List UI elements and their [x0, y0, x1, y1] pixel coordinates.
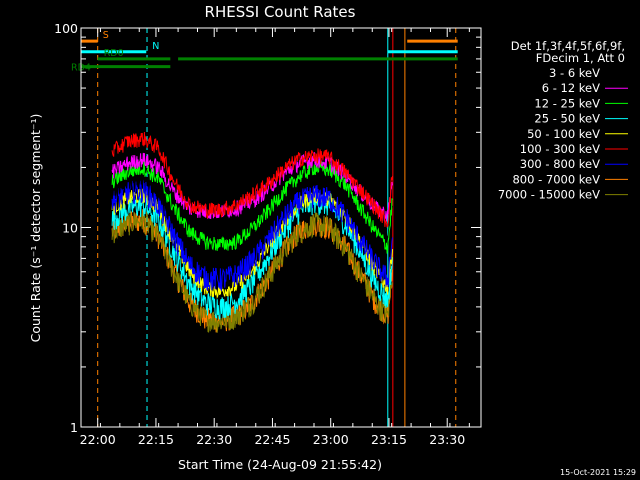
x-tick-label: 23:30 [429, 432, 465, 447]
legend-entry-label: 100 - 300 keV [520, 142, 600, 156]
legend: Det 1f,3f,4f,5f,6f,9f,FDecim 1, Att 03 -… [498, 39, 628, 202]
flag-label-n: N [152, 41, 159, 52]
legend-entry-label: 300 - 800 keV [520, 157, 600, 171]
legend-header-line: FDecim 1, Att 0 [536, 51, 625, 65]
y-tick-label: 10 [62, 221, 78, 236]
series-line-7000-15000-kev [111, 209, 393, 333]
legend-entry-label: 7000 - 15000 keV [498, 188, 600, 202]
timestamp: 15-Oct-2021 15:29 [560, 468, 636, 477]
y-tick-label: 100 [54, 21, 78, 36]
x-tick-label: 22:45 [254, 432, 290, 447]
series-line-6-12-kev [111, 152, 393, 222]
x-tick-label: 22:00 [80, 432, 116, 447]
x-tick-label: 23:15 [371, 432, 407, 447]
series-group [97, 28, 457, 427]
legend-entry-label: 25 - 50 keV [534, 112, 600, 126]
chart-title: RHESSI Count Rates [205, 3, 356, 21]
y-axis-label: Count Rate (s⁻¹ detector segment⁻¹) [28, 114, 43, 343]
plot-area [97, 28, 457, 427]
x-tick-label: 22:30 [196, 432, 232, 447]
legend-entry-label: 3 - 6 keV [549, 66, 600, 80]
flag-label-s: S [103, 30, 109, 41]
legend-header-line: Det 1f,3f,4f,5f,6f,9f, [511, 39, 625, 53]
series-line-3-6-kev [111, 169, 393, 250]
series-line-100-300-kev [111, 131, 393, 229]
legend-entry-label: 50 - 100 keV [527, 127, 600, 141]
x-axis-label: Start Time (24-Aug-09 21:55:42) [178, 457, 382, 472]
x-tick-label: 22:15 [138, 432, 174, 447]
legend-entry-label: 800 - 7000 keV [512, 172, 600, 186]
x-tick-label: 23:00 [313, 432, 349, 447]
legend-entry-label: 12 - 25 keV [534, 96, 600, 110]
flag-label-rd0: RD0 [104, 48, 124, 59]
y-tick-label: 1 [70, 420, 78, 435]
legend-entry-label: 6 - 12 keV [542, 81, 600, 95]
series-line-300-800-kev [111, 179, 393, 292]
axes: 22:00 22:15 22:30 22:45 23:00 23:15 23:30 1 10 10… [54, 21, 482, 447]
